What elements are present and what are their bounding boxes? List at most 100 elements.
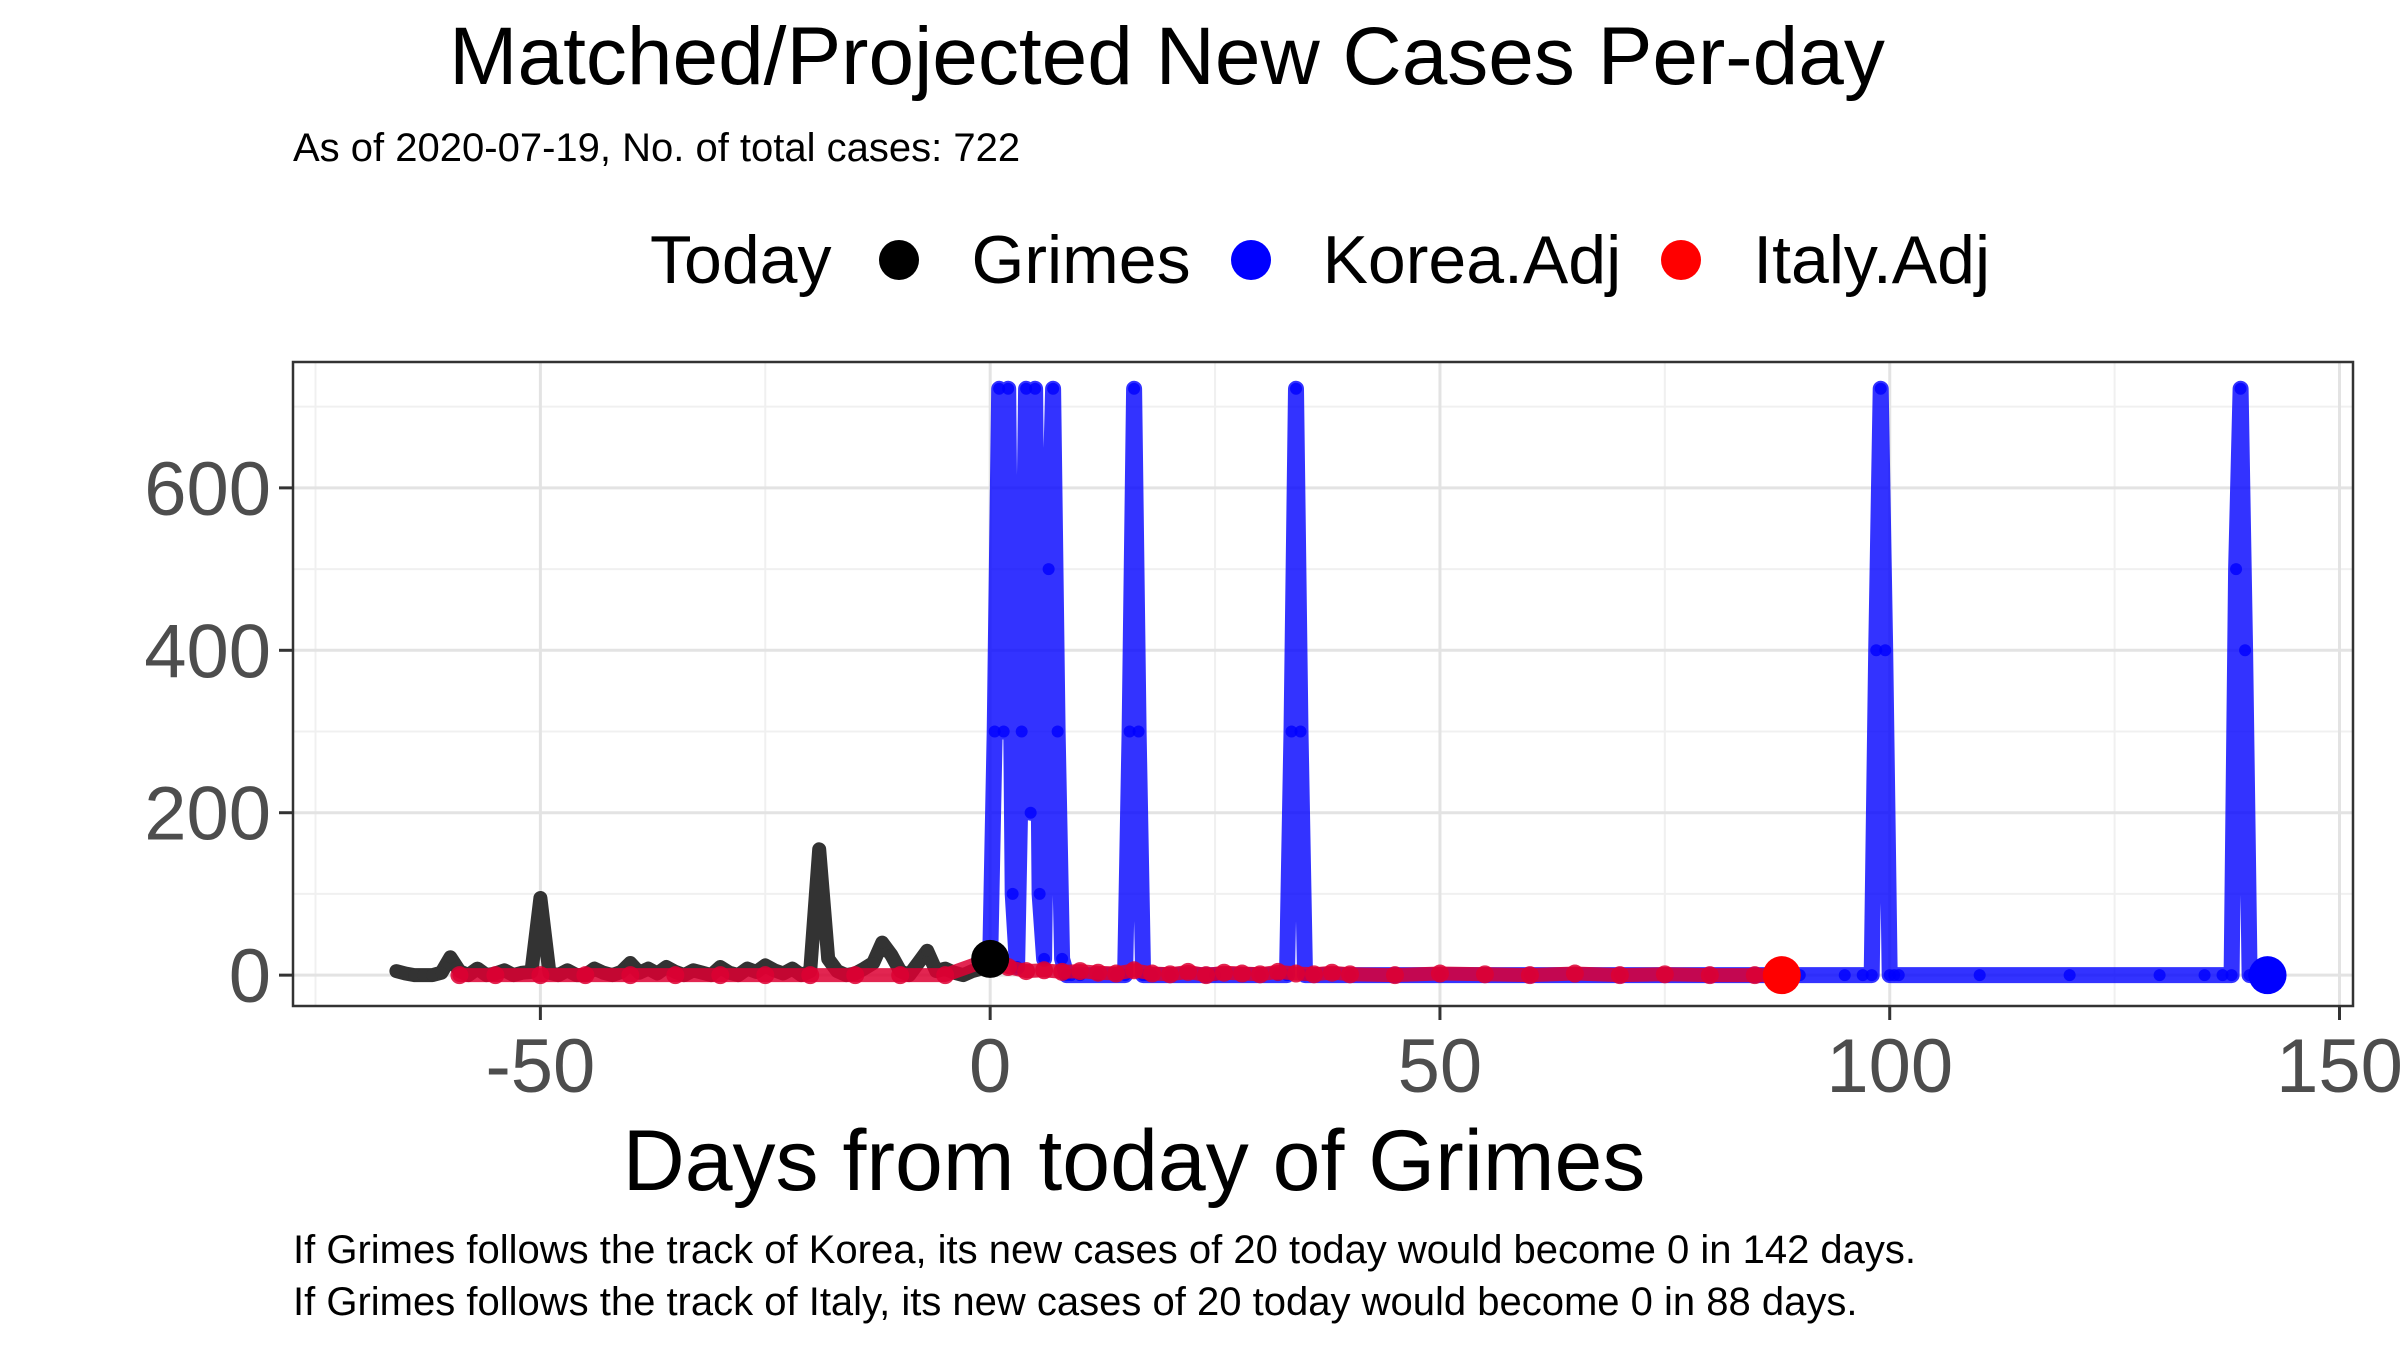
data-point-italy-adj (1745, 966, 1764, 985)
data-point-italy-adj (1233, 964, 1252, 983)
data-point-korea-adj (1973, 969, 1986, 982)
data-point-italy-adj (1179, 962, 1198, 981)
y-tick-label: 200 (144, 772, 271, 857)
data-point-korea-adj (1838, 969, 1851, 982)
caption-italy: If Grimes follows the track of Italy, it… (293, 1280, 1858, 1324)
data-point-korea-adj (1879, 644, 1892, 657)
data-point-grimes (399, 967, 412, 980)
legend-label-grimes: Grimes (971, 222, 1191, 298)
data-point-italy-adj (450, 966, 469, 985)
data-point-korea-adj (1123, 725, 1136, 738)
legend: Today Grimes Korea.Adj Italy.Adj (650, 215, 2030, 305)
data-point-korea-adj (1856, 969, 1869, 982)
data-point-italy-adj (846, 966, 865, 985)
data-point-italy-adj (1269, 962, 1288, 981)
data-point-korea-adj (1865, 969, 1878, 982)
data-point-korea-adj (2063, 969, 2076, 982)
data-point-korea-adj (1033, 887, 1046, 900)
data-point-grimes (444, 951, 457, 964)
data-point-grimes (876, 936, 889, 949)
data-point-grimes (885, 948, 898, 961)
data-point-italy-adj (1125, 961, 1144, 980)
data-point-grimes (426, 969, 439, 982)
legend-label-korea: Korea.Adj (1322, 222, 1622, 298)
data-point-grimes (417, 969, 430, 982)
data-point-italy-adj (1053, 962, 1072, 981)
data-point-korea-adj (1128, 382, 1141, 395)
data-point-italy-adj (936, 966, 955, 985)
data-point-grimes (921, 944, 934, 957)
data-point-korea-adj (2216, 969, 2229, 982)
data-point-italy-adj (1520, 966, 1539, 985)
data-point-korea-adj (993, 382, 1006, 395)
x-tick-label: 0 (969, 1024, 1011, 1109)
data-point-grimes (813, 843, 826, 856)
data-point-italy-adj (1565, 964, 1584, 983)
legend-dot-korea (1230, 240, 1271, 280)
data-point-italy-adj (1197, 966, 1216, 985)
data-point-korea-adj (1874, 382, 1887, 395)
data-point-korea-adj (1020, 382, 1033, 395)
data-point-korea-adj (2198, 969, 2211, 982)
data-point-korea-adj (1290, 382, 1303, 395)
data-point-italy-adj (1071, 962, 1090, 981)
x-tick-label: 50 (1398, 1024, 1483, 1109)
data-point-italy-adj (1107, 964, 1126, 983)
data-point-korea-adj (988, 725, 1001, 738)
data-point-korea-adj (1006, 887, 1019, 900)
x-tick-label: 150 (2276, 1024, 2400, 1109)
data-point-korea-adj (2230, 563, 2243, 576)
data-point-grimes (390, 965, 403, 978)
data-point-grimes (408, 969, 421, 982)
data-point-italy-adj (576, 966, 595, 985)
y-tick-label: 400 (144, 609, 271, 694)
data-point-grimes (867, 956, 880, 969)
y-tick-label: 600 (144, 447, 271, 532)
data-point-korea-adj (997, 725, 1010, 738)
data-point-korea-adj (1002, 382, 1015, 395)
legend-title: Today (650, 222, 832, 298)
data-point-korea-adj (2239, 644, 2252, 657)
data-point-korea-adj (1042, 563, 1055, 576)
data-point-grimes (435, 966, 448, 979)
data-point-korea-adj (1024, 806, 1037, 819)
y-tick-label: 0 (229, 934, 271, 1019)
legend-item-korea: Korea.Adj (1230, 221, 1622, 299)
data-point-italy-adj (1655, 965, 1674, 984)
data-point-italy-adj (1089, 963, 1108, 982)
caption-korea: If Grimes follows the track of Korea, it… (293, 1228, 1917, 1272)
data-point-grimes (624, 956, 637, 969)
data-point-italy-adj (1475, 965, 1494, 984)
data-point-italy-adj (1385, 966, 1404, 985)
x-tick-label: 100 (1826, 1024, 1953, 1109)
data-point-italy-adj (1610, 966, 1629, 985)
legend-item-grimes: Grimes (879, 221, 1191, 299)
data-point-italy-adj (1251, 965, 1270, 984)
endpoint-marker (2248, 956, 2287, 995)
legend-dot-italy (1661, 240, 1702, 280)
data-point-italy-adj (711, 966, 730, 985)
data-point-italy-adj (1322, 963, 1341, 982)
x-tick-label: -50 (485, 1024, 595, 1109)
data-point-korea-adj (1294, 725, 1307, 738)
data-point-italy-adj (666, 966, 685, 985)
data-point-italy-adj (801, 966, 820, 985)
data-point-korea-adj (2225, 969, 2238, 982)
data-point-grimes (912, 956, 925, 969)
axis-ticks: -50 0 50 100 150 0 200 400 600 (144, 447, 2400, 1109)
endpoint-marker (971, 939, 1010, 978)
legend-label-italy: Italy.Adj (1753, 222, 1991, 298)
data-point-italy-adj (1017, 962, 1036, 981)
chart-subtitle: As of 2020-07-19, No. of total cases: 72… (293, 126, 1021, 170)
x-axis-title: Days from today of Grimes (622, 1113, 1646, 1209)
data-point-korea-adj (1285, 725, 1298, 738)
data-point-italy-adj (1215, 963, 1234, 982)
data-point-italy-adj (1700, 966, 1719, 985)
series-points-italy-adj (450, 949, 1791, 985)
endpoint-marker (1762, 956, 1801, 995)
data-point-korea-adj (1870, 644, 1883, 657)
data-point-korea-adj (1029, 382, 1042, 395)
data-point-korea-adj (1015, 725, 1028, 738)
data-point-korea-adj (1056, 952, 1069, 965)
chart-title: Matched/Projected New Cases Per-day (449, 11, 1885, 102)
